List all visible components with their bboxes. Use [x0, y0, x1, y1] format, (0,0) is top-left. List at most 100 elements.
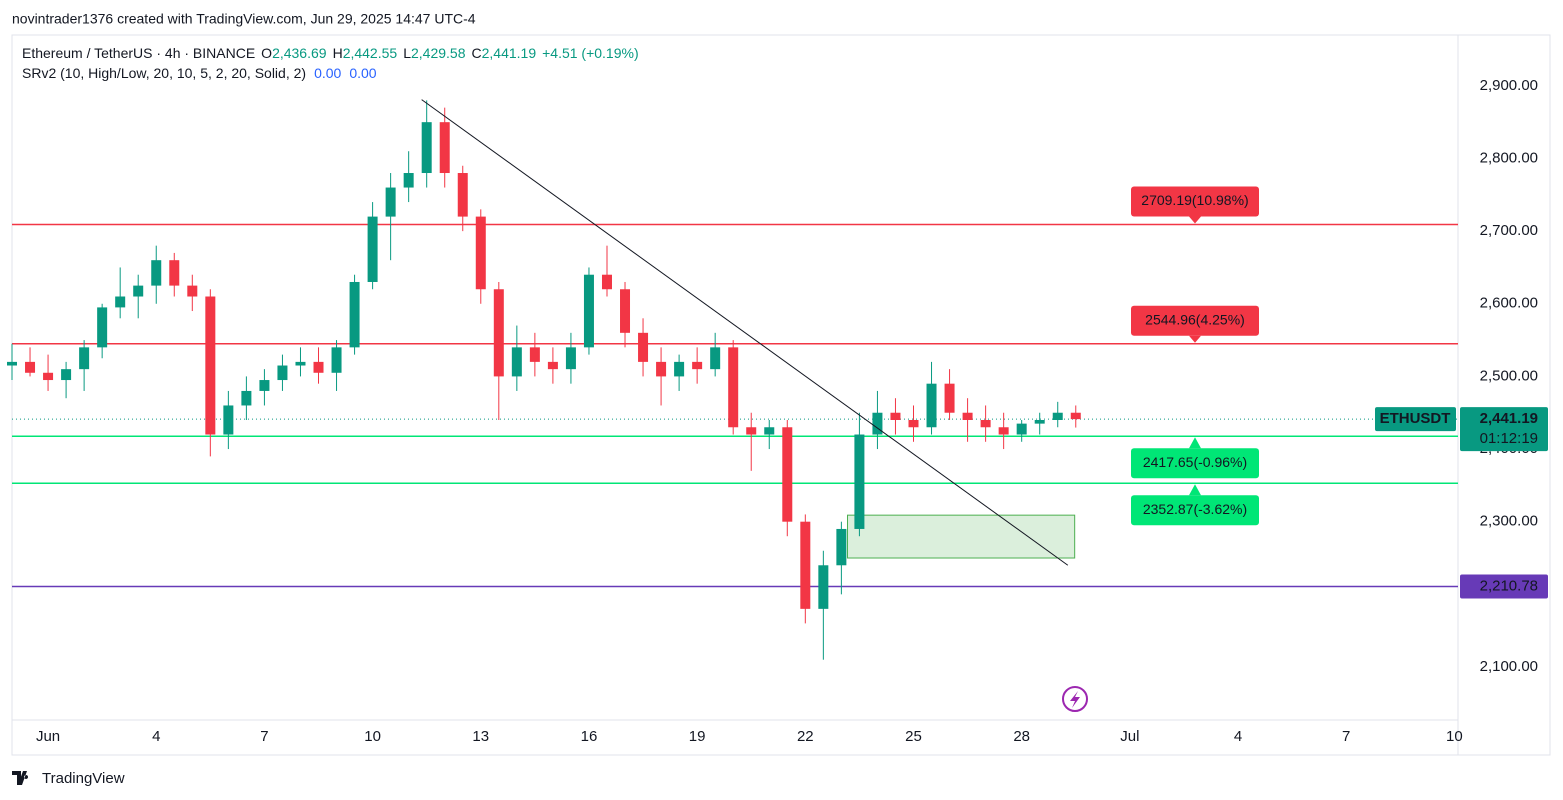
ohlc-value: 2,429.58 [411, 45, 466, 61]
change: +4.51 (+0.19%) [542, 45, 639, 61]
x-tick-label: 7 [1342, 728, 1350, 745]
candle-body [980, 419, 991, 428]
candle-body [115, 296, 126, 308]
candle-body [601, 274, 612, 290]
candle-body [728, 347, 739, 428]
candle-body [205, 296, 216, 435]
x-tick-label: 25 [905, 728, 922, 745]
candle-body [583, 274, 594, 348]
level-label: 2352.87(-3.62%) [1143, 501, 1247, 517]
candle-body [223, 405, 234, 435]
lightning-icon[interactable] [1062, 686, 1088, 712]
ohlc-key: C [471, 45, 481, 61]
candle-body [475, 216, 486, 290]
candle-body [133, 285, 144, 297]
level-tag-box [1131, 305, 1259, 336]
level-tag [1189, 335, 1201, 343]
y-tick-label: 2,900.00 [1480, 77, 1538, 94]
candle-body [692, 361, 703, 370]
x-tick-label: Jul [1120, 728, 1139, 745]
ohlc-key: L [403, 45, 411, 61]
candle-body [511, 347, 522, 377]
zone [847, 514, 1076, 559]
level-tag-box [1131, 448, 1259, 479]
candle-body [457, 173, 468, 217]
candle-body [764, 427, 775, 435]
candle-body [61, 369, 72, 381]
candle-body [674, 361, 685, 377]
candle-body [746, 427, 757, 435]
price-label: 2,441.19 [1480, 410, 1538, 427]
indicator-value: 0.00 [314, 65, 341, 81]
indicator: SRv2 (10, High/Low, 20, 10, 5, 2, 20, So… [22, 65, 306, 81]
chart-frame [11, 34, 1551, 756]
candle-body [908, 419, 919, 428]
candle-body [1034, 419, 1045, 424]
level-tag [1189, 216, 1201, 224]
candle-body [169, 260, 180, 286]
candle-body [962, 412, 973, 420]
candle-body [43, 372, 54, 381]
candle-body [97, 307, 108, 348]
candle-body [367, 216, 378, 282]
logo [12, 771, 29, 785]
ohlc-value: 2,441.19 [482, 45, 537, 61]
candle-body [656, 361, 667, 377]
candle-body [547, 361, 558, 370]
price-box [1460, 407, 1548, 452]
countdown-label: 01:12:19 [1480, 430, 1538, 447]
candle-body [565, 347, 576, 370]
candle-body [385, 187, 396, 217]
symbol: Ethereum / TetherUS · 4h · BINANCE [22, 45, 255, 61]
indicator-value: 0.00 [349, 65, 376, 81]
footer: TradingView [42, 770, 125, 787]
y-tick-label: 2,100.00 [1480, 658, 1538, 675]
symbol-legend: Ethereum / TetherUS · 4h · BINANCE O2,436… [22, 45, 639, 61]
x-tick-label: 13 [472, 728, 489, 745]
trendline [421, 99, 1069, 566]
level-tag-box [1131, 186, 1259, 217]
candle-body [854, 434, 865, 529]
level-label: 2544.96(4.25%) [1145, 311, 1245, 327]
candle-body [944, 383, 955, 413]
candle-body [782, 427, 793, 522]
x-tick-label: 10 [364, 728, 381, 745]
candle-body [818, 565, 829, 609]
y-tick-label: 2,300.00 [1480, 513, 1538, 530]
candle-body [151, 260, 162, 286]
x-tick-label: 22 [797, 728, 814, 745]
y-tick-label: 2,800.00 [1480, 149, 1538, 166]
candle-body [1052, 412, 1063, 420]
candle-body [25, 361, 36, 373]
level-label: 2417.65(-0.96%) [1143, 454, 1247, 470]
level-tag [1189, 484, 1201, 496]
candle-body [259, 380, 270, 391]
candle-body [295, 361, 306, 366]
level-label: 2709.19(10.98%) [1141, 192, 1248, 208]
candle-body [926, 383, 937, 428]
candle-body [998, 427, 1009, 435]
indicator-legend: SRv2 (10, High/Low, 20, 10, 5, 2, 20, So… [22, 65, 377, 81]
x-tick-label: 4 [152, 728, 160, 745]
header: novintrader1376 created with TradingView… [12, 11, 476, 27]
level-tag [1189, 437, 1201, 449]
x-tick-label: 19 [689, 728, 706, 745]
candle-body [1016, 423, 1027, 435]
symbol-label: ETHUSDT [1380, 410, 1451, 427]
candle-body [872, 412, 883, 435]
x-tick-label: 16 [581, 728, 598, 745]
ohlc-value: 2,442.55 [343, 45, 398, 61]
candle-body [331, 347, 342, 373]
candle-body [421, 122, 432, 174]
candle-body [1070, 412, 1081, 420]
candle-body [836, 528, 847, 566]
candle-body [277, 365, 288, 381]
level-tag-box [1131, 495, 1259, 526]
candle-body [403, 173, 414, 188]
x-tick-label: 4 [1234, 728, 1242, 745]
x-tick-label: 7 [260, 728, 268, 745]
candle-body [7, 361, 17, 366]
candle-body [349, 281, 360, 348]
y-tick-label: 2,700.00 [1480, 222, 1538, 239]
